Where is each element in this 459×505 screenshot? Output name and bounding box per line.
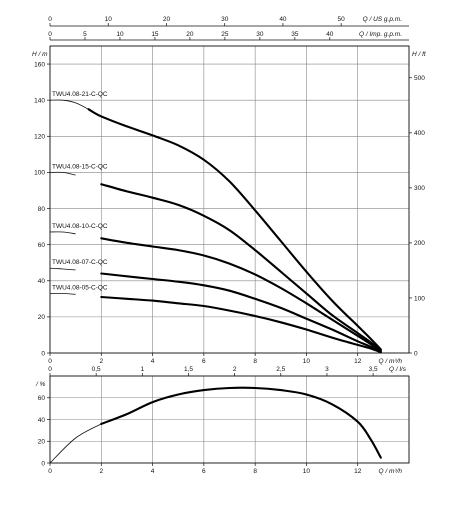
y2-tick-label: 100 [414, 295, 425, 302]
curve-twu4-08-15-c-qc-low-flow [49, 171, 76, 176]
curve-label: TWU4.08-07-C-QC [52, 259, 108, 266]
efficiency-chart: 0 2 4 6 8 10 12 Q / m³/h 0 20 40 60 / % 0 0,5 1 1,5 2 2,5 3… [35, 366, 410, 475]
top-ls-tick-label: 3,5 [369, 366, 378, 373]
curve-twu4-08-05-c-qc-low-flow [49, 292, 76, 295]
top-imp-axis-label: Q / Imp. g.p.m. [359, 31, 402, 38]
y-tick-label: 20 [38, 439, 46, 446]
top-us-axis-label: Q / US g.p.m. [363, 16, 403, 23]
top-us-tick-label: 40 [279, 16, 287, 23]
x-tick-label: 4 [151, 358, 155, 365]
curve-twu4-08-21-c-qc-low-flow [49, 99, 89, 110]
top-imp-tick-label: 15 [151, 31, 159, 38]
head-chart-frame [49, 45, 410, 354]
y-axis-label: / % [35, 381, 46, 388]
x-tick-label: 0 [48, 358, 52, 365]
x-tick-label: 10 [303, 358, 311, 365]
curve-twu4-08-21-c-qc [87, 108, 382, 351]
curve-twu4-08-07-c-qc [100, 272, 382, 354]
x-tick-label: 2 [99, 358, 103, 365]
top-ls-tick-label: 0,5 [92, 366, 101, 373]
x-tick-label: 4 [151, 468, 155, 475]
top-us-tick-label: 30 [221, 16, 229, 23]
top-ls-tick-label: 2 [233, 366, 237, 373]
curve-label: TWU4.08-21-C-QC [52, 91, 108, 98]
y2-tick-label: 300 [414, 185, 425, 192]
y-tick-label: 60 [38, 395, 46, 402]
x-tick-label: 8 [253, 468, 257, 475]
curve-twu4-08-10-c-qc [100, 237, 382, 353]
efficiency-curve-low-flow [49, 423, 102, 464]
y2-tick-label: 400 [414, 130, 425, 137]
y2-tick-label: 500 [414, 75, 425, 82]
x-tick-label: 10 [303, 468, 311, 475]
curve-twu4-08-05-c-qc [100, 295, 382, 354]
top-imp-tick-label: 5 [83, 31, 87, 38]
top-ls-tick-label: 1,5 [184, 366, 193, 373]
y-tick-label: 20 [38, 314, 46, 321]
x-tick-label: 2 [99, 468, 103, 475]
y2-tick-label: 0 [414, 350, 418, 357]
y-tick-label: 140 [34, 97, 45, 104]
x-axis-label: Q / m³/h [379, 468, 403, 475]
x-tick-label: 0 [48, 468, 52, 475]
y-tick-label: 160 [34, 61, 45, 68]
top-ls-tick-label: 3 [325, 366, 329, 373]
y-tick-label: 60 [38, 242, 46, 249]
x-axis-label: Q / m³/h [379, 358, 403, 365]
top-imp-tick-label: 25 [221, 31, 229, 38]
top-ls-tick-label: 2,5 [276, 366, 285, 373]
top-imp-tick-label: 40 [326, 31, 334, 38]
top-ls-tick-label: 1 [141, 366, 145, 373]
curve-twu4-08-07-c-qc-low-flow [49, 267, 76, 271]
y-tick-label: 80 [38, 206, 46, 213]
top-imp-tick-label: 10 [116, 31, 124, 38]
top-us-tick-label: 10 [105, 16, 113, 23]
top-imp-tick-label: 20 [186, 31, 194, 38]
curve-label: TWU4.08-10-C-QC [52, 223, 108, 230]
y-tick-label: 120 [34, 134, 45, 141]
top-us-tick-label: 0 [48, 16, 52, 23]
y2-tick-label: 200 [414, 240, 425, 247]
curve-label: TWU4.08-05-C-QC [52, 284, 108, 291]
top-imp-tick-label: 30 [256, 31, 264, 38]
x-tick-label: 6 [202, 358, 206, 365]
curve-twu4-08-10-c-qc-low-flow [49, 231, 76, 235]
top-imp-tick-label: 0 [48, 31, 52, 38]
x-tick-label: 8 [253, 358, 257, 365]
top-us-tick-label: 20 [163, 16, 171, 23]
head-chart: 0 2 4 6 8 10 12 Q / m³/h020406080100120140160H … [32, 16, 427, 365]
x-tick-label: 12 [354, 468, 362, 475]
y-tick-label: 100 [34, 170, 45, 177]
y-tick-label: 40 [38, 417, 46, 424]
curve-label: TWU4.08-15-C-QC [52, 163, 108, 170]
efficiency-curve [100, 386, 382, 459]
y-axis-label: H / m [32, 51, 48, 58]
y-tick-label: 0 [41, 460, 45, 467]
top-ls-axis-label: Q / l/s [389, 366, 407, 373]
top-us-tick-label: 50 [338, 16, 346, 23]
y-tick-label: 40 [38, 278, 46, 285]
top-ls-tick-label: 0 [48, 366, 52, 373]
x-tick-label: 12 [354, 358, 362, 365]
y2-axis-label: H / ft [412, 51, 427, 58]
top-imp-tick-label: 35 [291, 31, 299, 38]
y-tick-label: 0 [41, 350, 45, 357]
curve-twu4-08-15-c-qc [100, 183, 382, 352]
x-tick-label: 6 [202, 468, 206, 475]
